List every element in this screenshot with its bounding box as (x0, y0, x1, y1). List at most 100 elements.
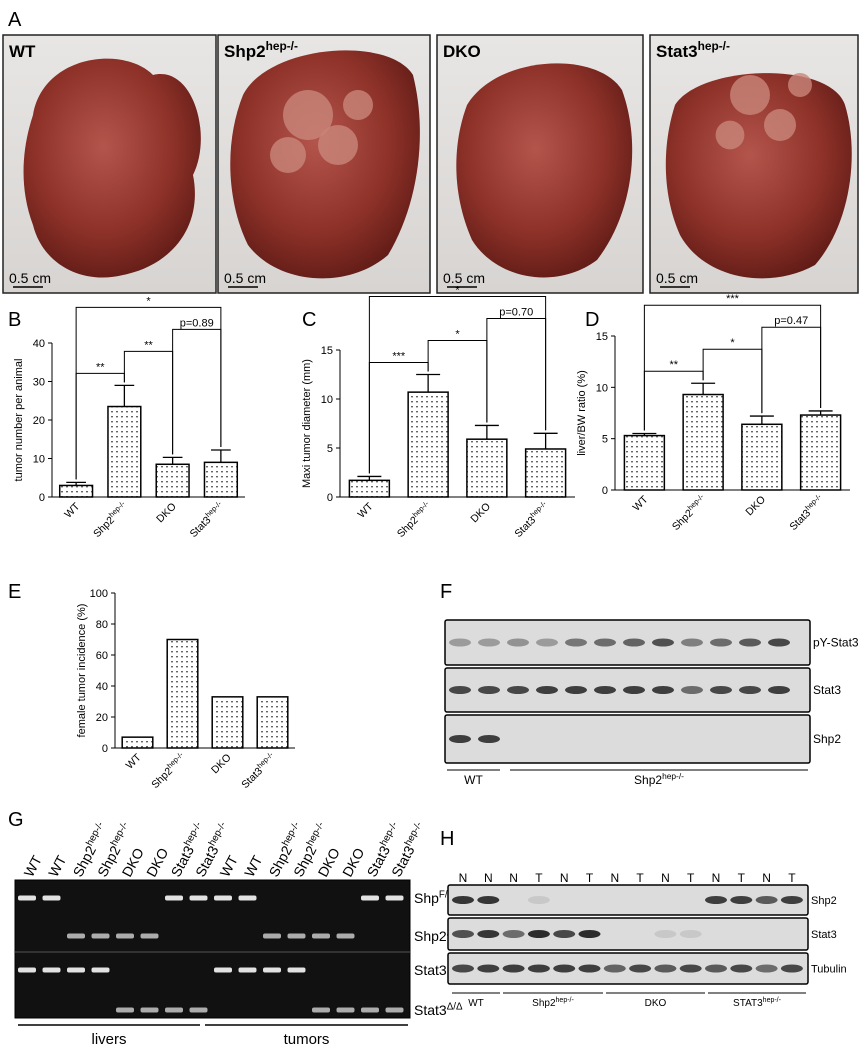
band (780, 964, 803, 973)
group-label: WT (468, 998, 484, 1009)
y-tick-label: 20 (33, 415, 45, 427)
band (730, 964, 753, 973)
lane-label: DKO (143, 845, 171, 879)
lane-label: WT (45, 852, 70, 879)
gel-band (385, 1007, 404, 1013)
x-tick-label: WT (355, 500, 375, 520)
band-label-base: Shp2 (414, 928, 447, 944)
lane-label-base: Stat3 (192, 843, 222, 880)
lane-label: N (560, 871, 569, 885)
gel-band (214, 895, 232, 901)
y-tick-label: 60 (96, 650, 108, 662)
row-label: Shp2 (811, 895, 837, 907)
lane-label-base: DKO (339, 845, 367, 879)
gel-band (312, 1007, 330, 1013)
band (502, 964, 525, 973)
photo-label-base: DKO (443, 42, 481, 61)
gel-band (238, 895, 257, 901)
y-tick-label: 15 (596, 331, 608, 343)
band (755, 896, 778, 904)
group-label-sup: hep-/- (556, 997, 575, 1004)
gel-band (116, 1007, 134, 1013)
gel-band (91, 933, 110, 939)
band-label: ShpF/F (414, 889, 454, 906)
band (710, 638, 732, 647)
x-tick-label: Stat3hep-/- (511, 499, 552, 540)
y-tick-label: 30 (33, 377, 45, 389)
significance-label: p=0.47 (774, 315, 808, 327)
gel-band (165, 1007, 183, 1013)
x-tick-label-base: DKO (209, 752, 234, 777)
band (449, 735, 471, 743)
liver (230, 50, 420, 279)
photo-label: DKO (443, 42, 481, 61)
band (477, 896, 500, 904)
y-axis-label: Maxi tumor diameter (mm) (301, 359, 313, 488)
y-tick-label: 80 (96, 619, 108, 631)
bar (121, 736, 154, 749)
band (449, 638, 471, 647)
lane-label-base: WT (21, 852, 46, 879)
y-tick-label: 0 (327, 492, 333, 504)
row-label: pY-Stat3 (813, 636, 859, 650)
lane-label: N (762, 871, 771, 885)
band (755, 964, 778, 973)
group-label-base: DKO (645, 998, 667, 1009)
group-label-base: STAT3 (733, 998, 763, 1009)
band (553, 964, 576, 973)
band-label: Stat3Δ/Δ (414, 1001, 463, 1018)
photo: DKO 0.5 cm (436, 34, 644, 294)
x-tick-label: Shp2hep-/- (148, 750, 189, 791)
band (594, 638, 616, 647)
band (478, 735, 500, 743)
y-tick-label: 40 (33, 338, 45, 350)
x-tick-label-base: DKO (468, 501, 493, 526)
band (768, 686, 790, 694)
band (629, 964, 652, 973)
blot-panel (447, 917, 809, 951)
lane-label: WT (241, 852, 266, 879)
x-tick-label-base: WT (62, 500, 82, 520)
gel-band (361, 1007, 379, 1013)
band (527, 896, 550, 904)
gel-band (67, 933, 85, 939)
bar (799, 414, 842, 491)
gel-band (336, 933, 355, 939)
photo-label: WT (9, 42, 36, 61)
gel-band (263, 933, 281, 939)
band (705, 964, 727, 973)
x-tick-label-sup: hep-/- (165, 750, 185, 770)
scale-label: 0.5 cm (9, 270, 51, 286)
x-tick-label-sup: hep-/- (528, 499, 548, 519)
x-tick-label: DKO (468, 501, 493, 526)
error-bar (749, 415, 774, 425)
band (502, 930, 525, 938)
gel-band (91, 967, 110, 973)
blot-panel (444, 714, 811, 764)
group-label: Shp2hep-/- (532, 997, 574, 1009)
panel-letter: H (440, 828, 454, 850)
photo-label-sup: hep-/- (266, 39, 298, 53)
photo-label: Stat3hep-/- (656, 39, 730, 61)
error-bar (632, 432, 657, 436)
significance-bracket: p=0.47 (761, 315, 822, 414)
band (654, 930, 677, 938)
lane-label-sup: hep-/- (378, 820, 400, 848)
tumor-nodule (270, 137, 306, 173)
photo-label-base: Stat3 (656, 42, 698, 61)
y-tick-label: 15 (321, 345, 333, 357)
lane-label-sup: hep-/- (182, 820, 204, 848)
lane-label: WT (21, 852, 46, 879)
lane-label-sup: hep-/- (207, 820, 229, 848)
x-tick-label: WT (630, 493, 650, 513)
band (681, 686, 703, 694)
band (739, 638, 761, 647)
error-bar (474, 424, 499, 440)
lane-label-base: WT (241, 852, 266, 879)
bar (348, 479, 391, 498)
bar (407, 391, 449, 498)
error-bar (416, 373, 441, 393)
gel-band (42, 895, 61, 901)
liver (456, 63, 633, 278)
band (739, 686, 761, 694)
